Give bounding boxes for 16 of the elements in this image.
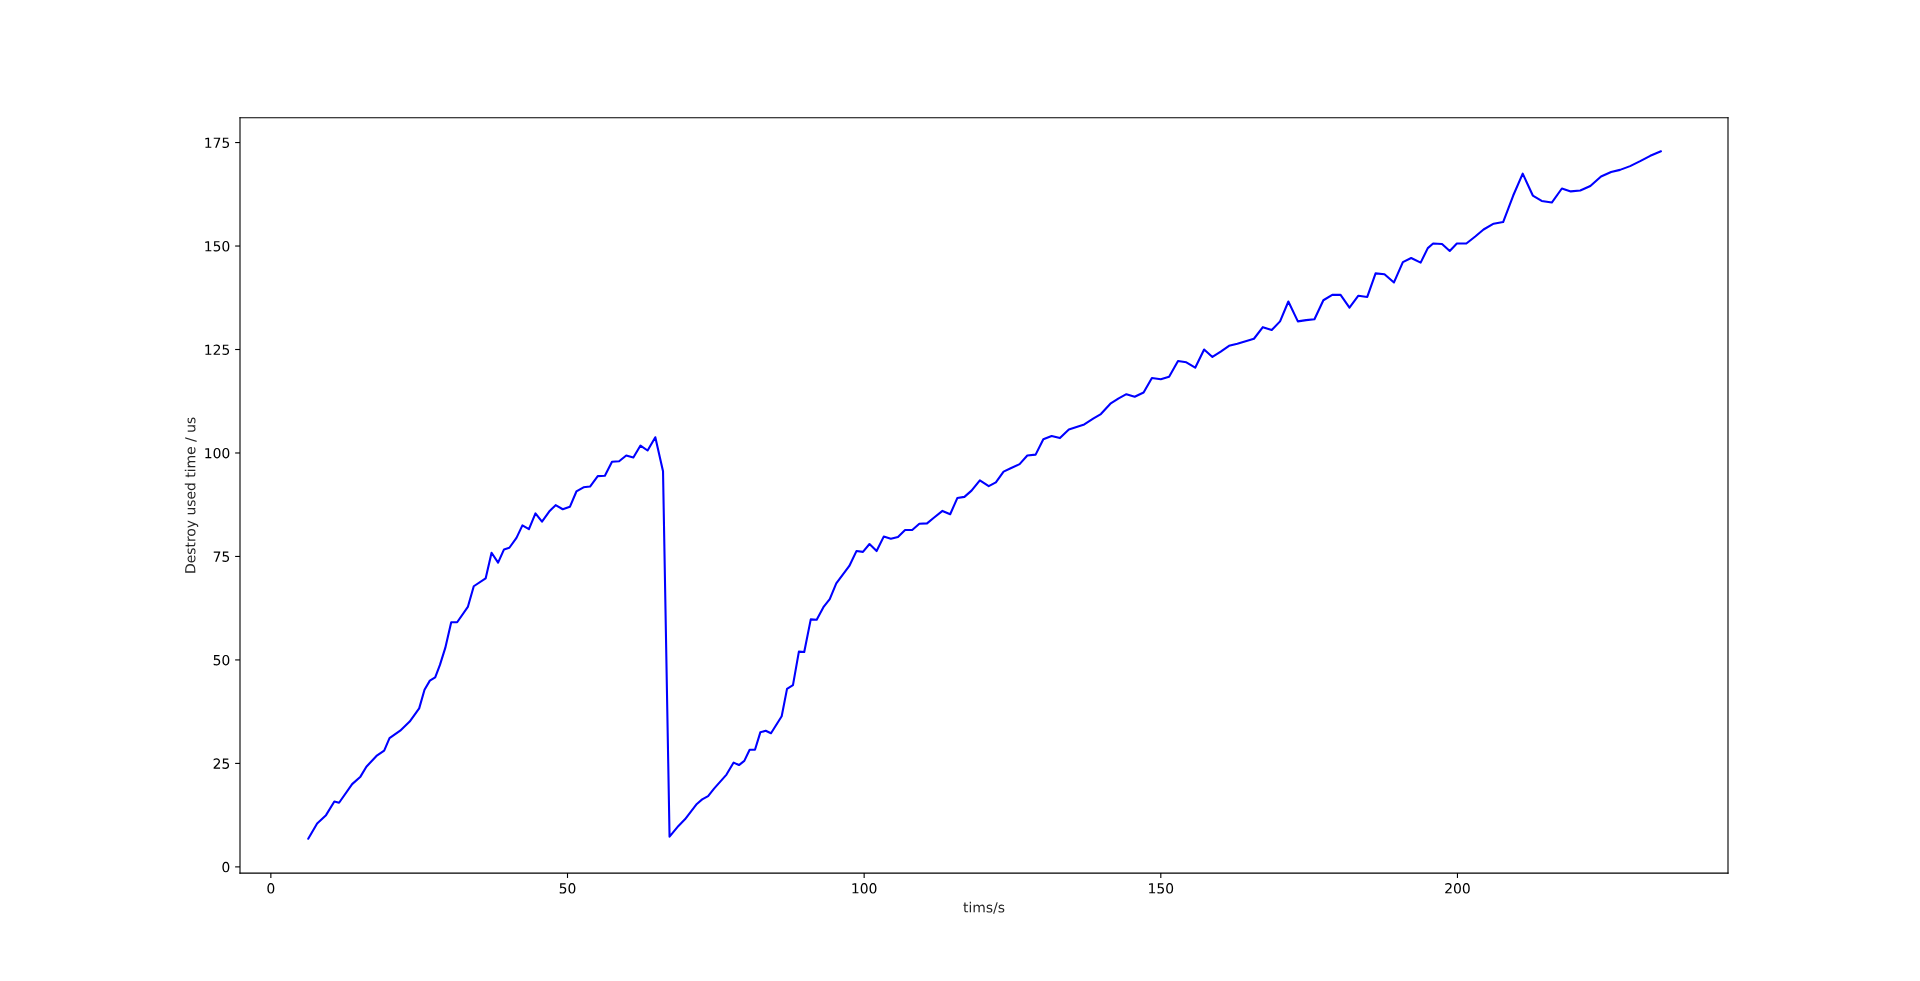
y-axis-title: Destroy used time / us [184,417,199,573]
y-tick-label: 50 [213,654,230,666]
y-tick-label: 100 [205,447,230,459]
y-tick-label: 125 [205,344,230,355]
x-tick-label: 200 [1445,883,1470,894]
x-axis-title: tims/s [963,901,1005,914]
y-tick-label: 150 [205,241,230,252]
y-tick-label: 0 [222,861,230,873]
y-tick-label: 25 [213,758,230,769]
y-tick-label: 75 [213,551,230,562]
x-tick-label: 0 [267,883,275,894]
x-tick-label: 150 [1149,883,1174,894]
x-tick-label: 100 [852,883,877,894]
y-tick-label: 175 [205,137,230,149]
line-series [307,150,1662,840]
x-tick-label: 50 [559,883,576,894]
